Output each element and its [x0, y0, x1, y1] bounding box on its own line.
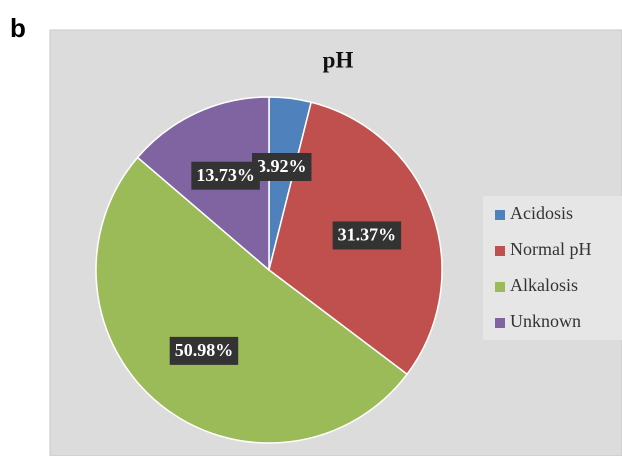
legend-label: Acidosis: [510, 203, 573, 223]
data-label-box: [169, 336, 239, 365]
data-label: 50.98%: [175, 340, 234, 360]
data-label-box: [252, 152, 312, 181]
legend-label: Unknown: [510, 311, 581, 331]
chart-title: pH: [323, 47, 354, 72]
legend-swatch: [495, 210, 505, 220]
data-label: 3.92%: [257, 156, 307, 176]
legend-swatch: [495, 246, 505, 256]
data-label: 13.73%: [196, 165, 255, 185]
legend-swatch: [495, 282, 505, 292]
data-label: 31.37%: [338, 225, 397, 245]
panel-label: b: [10, 13, 26, 43]
legend-label: Normal pH: [510, 239, 591, 259]
data-label-box: [332, 221, 402, 250]
legend: [483, 196, 622, 340]
legend-swatch: [495, 318, 505, 328]
data-label-box: [191, 161, 260, 190]
legend-label: Alkalosis: [510, 275, 578, 295]
pie-slice: [95, 156, 409, 444]
